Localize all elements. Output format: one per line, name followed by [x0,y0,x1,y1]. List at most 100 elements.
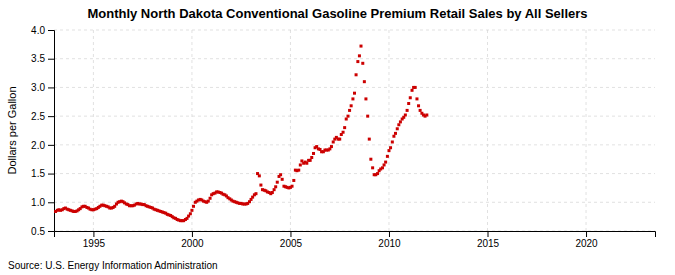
y-tick-mark [48,202,54,203]
point [348,109,351,112]
y-tick-mark [48,231,54,232]
y-axis: 0.51.01.52.02.53.03.54.0 [31,25,54,237]
point [342,131,345,134]
point [361,62,364,65]
point [259,184,262,187]
y-tick: 2.5 [31,111,54,122]
x-tick-label: 2000 [181,238,204,249]
y-tick: 4.0 [31,25,54,36]
point [312,152,315,155]
x-grid-line [93,30,94,231]
y-grid-line [54,87,655,88]
point [345,118,348,121]
point [371,166,374,169]
point [366,115,369,118]
point [274,185,277,188]
y-tick-mark [48,59,54,60]
point [330,145,333,148]
y-tick-mark [48,30,54,31]
point [189,212,192,215]
x-tick-mark [586,231,587,237]
chart-container: 1995 2000 2005 2010 2015 2020 0.5 1.0 1.5 2.0 2.5 3… [0,0,675,275]
y-tick: 0.5 [31,226,54,237]
y-tick-mark [48,174,54,175]
point [356,60,359,63]
y-tick-mark [48,87,54,88]
point [254,192,257,195]
point [351,97,354,100]
point [297,169,300,172]
x-grid-line [191,30,192,231]
source-note: Source: U.S. Energy Information Administ… [8,260,218,271]
point [332,140,335,143]
x-tick: 1995 [83,231,106,249]
point [209,197,212,200]
point [258,174,261,177]
y-grid-line [54,30,655,31]
point [386,155,389,158]
point [404,113,407,116]
y-grid-line [54,173,655,174]
point [394,132,397,135]
x-tick: 2020 [575,231,598,249]
point [384,161,387,164]
point [391,140,394,143]
point [409,96,412,99]
point [411,89,414,92]
y-tick: 1.5 [31,168,54,179]
point [360,45,363,48]
point [207,200,210,203]
y-tick: 2.0 [31,140,54,151]
x-tick-label: 1995 [83,238,106,249]
chart-svg: 1995 2000 2005 2010 2015 2020 0.5 1.0 1.5 2.0 2.5 3… [0,0,675,275]
point [281,178,284,181]
y-grid-line [54,116,655,117]
y-tick: 1.0 [31,197,54,208]
point [381,166,384,169]
y-tick: 3.5 [31,53,54,64]
y-tick-mark [48,145,54,146]
point [305,162,308,165]
y-tick-label: 4.0 [31,25,45,36]
point [417,104,420,107]
y-grid-line [54,58,655,59]
point [383,163,386,166]
point [276,181,279,184]
point [399,120,402,123]
point [310,156,313,159]
x-tick-mark [488,231,489,237]
point [299,163,302,166]
y-axis-title: Dollars per Gallon [6,86,18,174]
point [364,97,367,100]
x-tick: 2000 [181,231,204,249]
x-axis: 1995 2000 2005 2010 2015 2020 [55,231,656,249]
point [376,172,379,175]
y-tick-label: 0.5 [31,226,45,237]
x-tick-mark [389,231,390,237]
point [355,73,358,76]
point [338,138,341,141]
x-tick-mark [290,231,291,237]
point [292,179,295,182]
y-tick-label: 1.0 [31,197,45,208]
title: Monthly North Dakota Conventional Gasoli… [87,6,587,21]
x-tick: 2015 [477,231,500,249]
point [358,54,361,57]
point [397,123,400,126]
x-tick-label: 2005 [280,238,303,249]
point [414,86,417,89]
point [346,115,349,118]
y-tick-mark [48,116,54,117]
point [406,109,409,112]
y-tick-label: 1.5 [31,168,45,179]
x-tick-label: 2020 [575,238,598,249]
x-tick-mark [192,231,193,237]
point [273,188,276,191]
grid [54,30,655,231]
point [363,80,366,83]
point [415,97,418,100]
y-tick-label: 2.5 [31,111,45,122]
x-tick-label: 2010 [378,238,401,249]
x-grid-line [290,30,291,231]
points [54,45,428,223]
